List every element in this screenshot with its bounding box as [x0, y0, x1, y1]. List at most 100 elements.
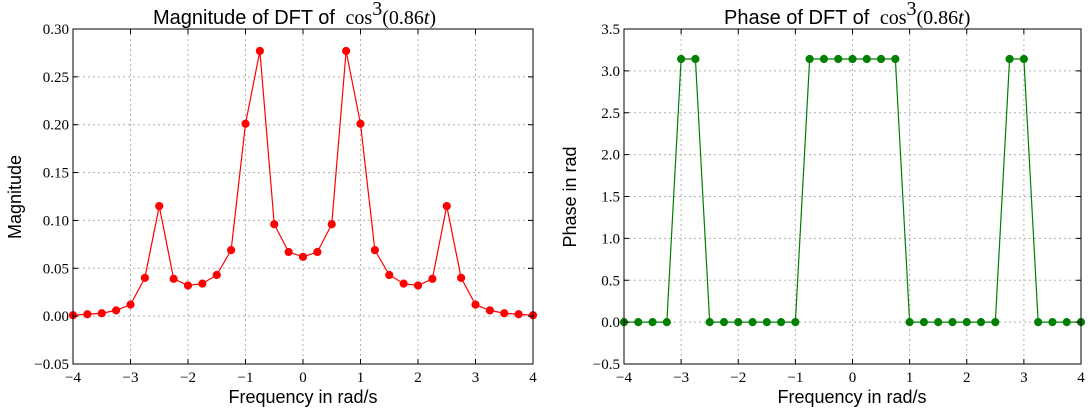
phase-data-point	[705, 318, 714, 327]
magnitude-data-point	[471, 300, 480, 309]
phase-data-point	[634, 318, 643, 327]
phase-x-tick-label: 4	[1077, 370, 1085, 386]
phase-data-point	[1062, 318, 1071, 327]
phase-series	[619, 54, 1086, 327]
phase-y-tick-label: 2.0	[601, 148, 620, 164]
phase-data-point	[819, 54, 829, 64]
phase-y-tick-label: 3.5	[601, 22, 620, 38]
phase-grid	[623, 28, 1082, 365]
phase-y-tick-label: 2.5	[601, 106, 620, 122]
magnitude-data-point	[428, 274, 437, 283]
phase-data-point	[691, 54, 700, 64]
phase-data-point	[776, 318, 786, 327]
phase-data-point	[919, 318, 929, 327]
phase-data-point	[1034, 318, 1043, 327]
phase-data-point	[891, 54, 900, 64]
magnitude-y-axis-label: Magnitude	[5, 155, 25, 239]
phase-x-tick-label: 1	[906, 370, 914, 386]
magnitude-data-point	[356, 119, 365, 128]
phase-chart: −4 −3 −2 −1 0 1 2 3 4 −0.5 0.0 0.5 1.0 1.5 2.0 2.5 3.0 3.…	[560, 0, 1085, 407]
magnitude-data-point	[183, 281, 193, 290]
phase-y-tick-label: −0.5	[593, 357, 620, 373]
magnitude-x-tick-label: 0	[299, 370, 307, 386]
magnitude-data-point	[327, 220, 336, 229]
phase-ticks: −4 −3 −2 −1 0 1 2 3 4 −0.5 0.0 0.5 1.0 1.5 2.0 2.5 3.0 3.…	[593, 22, 1085, 386]
magnitude-y-tick-label: 0.10	[43, 213, 69, 229]
phase-data-point	[1019, 54, 1028, 64]
magnitude-ticks: −4 −3 −2 −1 0 1 2 3 4 −0.05 0.00 0.05 0.10 0.15 0.20 0.…	[34, 22, 537, 386]
magnitude-data-point	[241, 119, 250, 128]
magnitude-data-point	[500, 309, 509, 318]
phase-y-tick-label: 0.5	[601, 273, 620, 289]
magnitude-data-point	[485, 306, 494, 315]
phase-title: Phase of DFT of cos3(0.86t)	[724, 0, 970, 29]
magnitude-data-point	[457, 273, 466, 282]
phase-data-point	[662, 318, 671, 327]
magnitude-data-point	[169, 274, 178, 283]
magnitude-data-point	[97, 309, 106, 318]
phase-y-tick-label: 0.0	[601, 315, 620, 331]
magnitude-y-tick-label: 0.00	[43, 309, 69, 325]
phase-y-tick-label: 1.0	[601, 231, 620, 247]
phase-data-point	[848, 54, 857, 64]
phase-data-point	[962, 318, 971, 327]
phase-data-point	[748, 318, 757, 327]
magnitude-x-tick-label: 2	[414, 370, 422, 386]
magnitude-data-point	[514, 310, 523, 319]
phase-x-tick-label: −2	[730, 370, 746, 386]
phase-data-point	[648, 318, 657, 327]
magnitude-data-point	[140, 273, 149, 282]
magnitude-data-point	[413, 281, 423, 290]
magnitude-title: Magnitude of DFT of cos3(0.86t)	[153, 0, 436, 29]
magnitude-x-tick-label: −1	[238, 370, 254, 386]
phase-x-tick-label: −1	[787, 370, 803, 386]
phase-y-axis-label: Phase in rad	[560, 146, 580, 247]
magnitude-data-point	[442, 201, 451, 211]
magnitude-series	[68, 46, 538, 320]
phase-data-point	[762, 318, 771, 327]
phase-data-point	[934, 318, 943, 327]
phase-data-point	[791, 318, 800, 327]
magnitude-data-point	[155, 201, 164, 211]
magnitude-data-point	[370, 246, 379, 255]
magnitude-data-point	[270, 220, 279, 229]
phase-x-tick-label: 0	[849, 370, 857, 386]
phase-y-tick-label: 3.0	[601, 64, 620, 80]
phase-y-tick-label: 1.5	[601, 190, 620, 206]
phase-x-tick-label: −3	[673, 370, 689, 386]
magnitude-data-point	[385, 270, 394, 280]
magnitude-x-tick-label: −4	[65, 370, 81, 386]
magnitude-x-tick-label: 4	[529, 370, 537, 386]
magnitude-data-point	[298, 252, 308, 261]
magnitude-data-point	[227, 246, 236, 255]
magnitude-data-point	[399, 279, 408, 288]
phase-data-point	[876, 54, 886, 64]
phase-x-tick-label: 2	[963, 370, 971, 386]
magnitude-data-point	[342, 46, 351, 56]
magnitude-x-tick-label: −2	[180, 370, 196, 386]
phase-x-axis-label: Frequency in rad/s	[777, 387, 926, 407]
magnitude-x-tick-label: 1	[357, 370, 365, 386]
phase-data-point	[948, 318, 957, 327]
phase-data-point	[862, 54, 871, 64]
phase-data-point	[991, 318, 1000, 327]
magnitude-y-tick-label: 0.20	[43, 118, 69, 134]
phase-data-point	[734, 318, 743, 327]
magnitude-x-tick-label: 3	[472, 370, 480, 386]
magnitude-data-point	[284, 247, 293, 257]
magnitude-grid	[72, 28, 534, 365]
magnitude-data-point	[313, 247, 322, 257]
magnitude-data-point	[126, 300, 135, 309]
magnitude-data-point	[212, 270, 221, 280]
magnitude-y-tick-label: 0.15	[43, 166, 69, 182]
phase-data-point	[976, 318, 986, 327]
magnitude-data-point	[83, 310, 92, 319]
magnitude-y-tick-label: 0.30	[43, 22, 69, 38]
phase-data-point	[1005, 54, 1014, 64]
magnitude-data-point	[112, 306, 121, 315]
magnitude-data-point	[255, 46, 264, 56]
phase-x-tick-label: −4	[616, 370, 632, 386]
magnitude-data-point	[198, 279, 207, 288]
magnitude-x-axis-label: Frequency in rad/s	[228, 387, 377, 407]
